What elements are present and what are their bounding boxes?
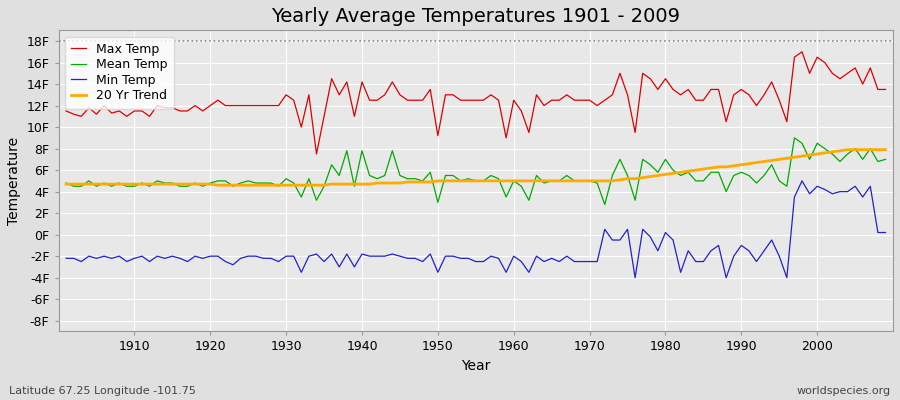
Mean Temp <box>334 173 345 178</box>
Max Temp <box>60 108 71 113</box>
20 Yr Trend <box>607 178 617 183</box>
Max Temp <box>516 108 526 113</box>
20 Yr Trend <box>296 183 307 188</box>
Line: 20 Yr Trend: 20 Yr Trend <box>66 150 886 185</box>
Y-axis label: Temperature: Temperature <box>7 137 21 225</box>
Max Temp <box>796 49 807 54</box>
Mean Temp <box>508 178 519 183</box>
Min Temp <box>500 270 511 275</box>
20 Yr Trend <box>341 182 352 186</box>
Max Temp <box>311 152 322 156</box>
Mean Temp <box>607 173 617 178</box>
Min Temp <box>508 254 519 258</box>
Mean Temp <box>789 136 800 140</box>
Mean Temp <box>60 181 71 186</box>
20 Yr Trend <box>508 178 519 183</box>
Line: Min Temp: Min Temp <box>66 181 886 278</box>
20 Yr Trend <box>880 147 891 152</box>
Max Temp <box>341 80 352 84</box>
Max Temp <box>880 87 891 92</box>
20 Yr Trend <box>60 182 71 186</box>
Line: Max Temp: Max Temp <box>66 52 886 154</box>
20 Yr Trend <box>122 182 132 186</box>
Text: worldspecies.org: worldspecies.org <box>796 386 891 396</box>
Title: Yearly Average Temperatures 1901 - 2009: Yearly Average Temperatures 1901 - 2009 <box>271 7 680 26</box>
Max Temp <box>508 98 519 102</box>
Min Temp <box>630 275 641 280</box>
Min Temp <box>880 230 891 235</box>
X-axis label: Year: Year <box>461 359 491 373</box>
Mean Temp <box>288 181 299 186</box>
Min Temp <box>122 259 132 264</box>
Max Temp <box>122 114 132 119</box>
20 Yr Trend <box>516 178 526 183</box>
Text: Latitude 67.25 Longitude -101.75: Latitude 67.25 Longitude -101.75 <box>9 386 196 396</box>
Legend: Max Temp, Mean Temp, Min Temp, 20 Yr Trend: Max Temp, Mean Temp, Min Temp, 20 Yr Tre… <box>65 36 174 108</box>
Mean Temp <box>122 184 132 189</box>
Mean Temp <box>880 157 891 162</box>
Max Temp <box>288 98 299 102</box>
20 Yr Trend <box>212 183 223 188</box>
Mean Temp <box>599 202 610 207</box>
Min Temp <box>796 178 807 183</box>
20 Yr Trend <box>842 147 853 152</box>
Min Temp <box>599 227 610 232</box>
Min Temp <box>334 264 345 269</box>
Min Temp <box>60 256 71 261</box>
Mean Temp <box>500 195 511 200</box>
Min Temp <box>288 254 299 258</box>
Max Temp <box>607 92 617 97</box>
Line: Mean Temp: Mean Temp <box>66 138 886 204</box>
